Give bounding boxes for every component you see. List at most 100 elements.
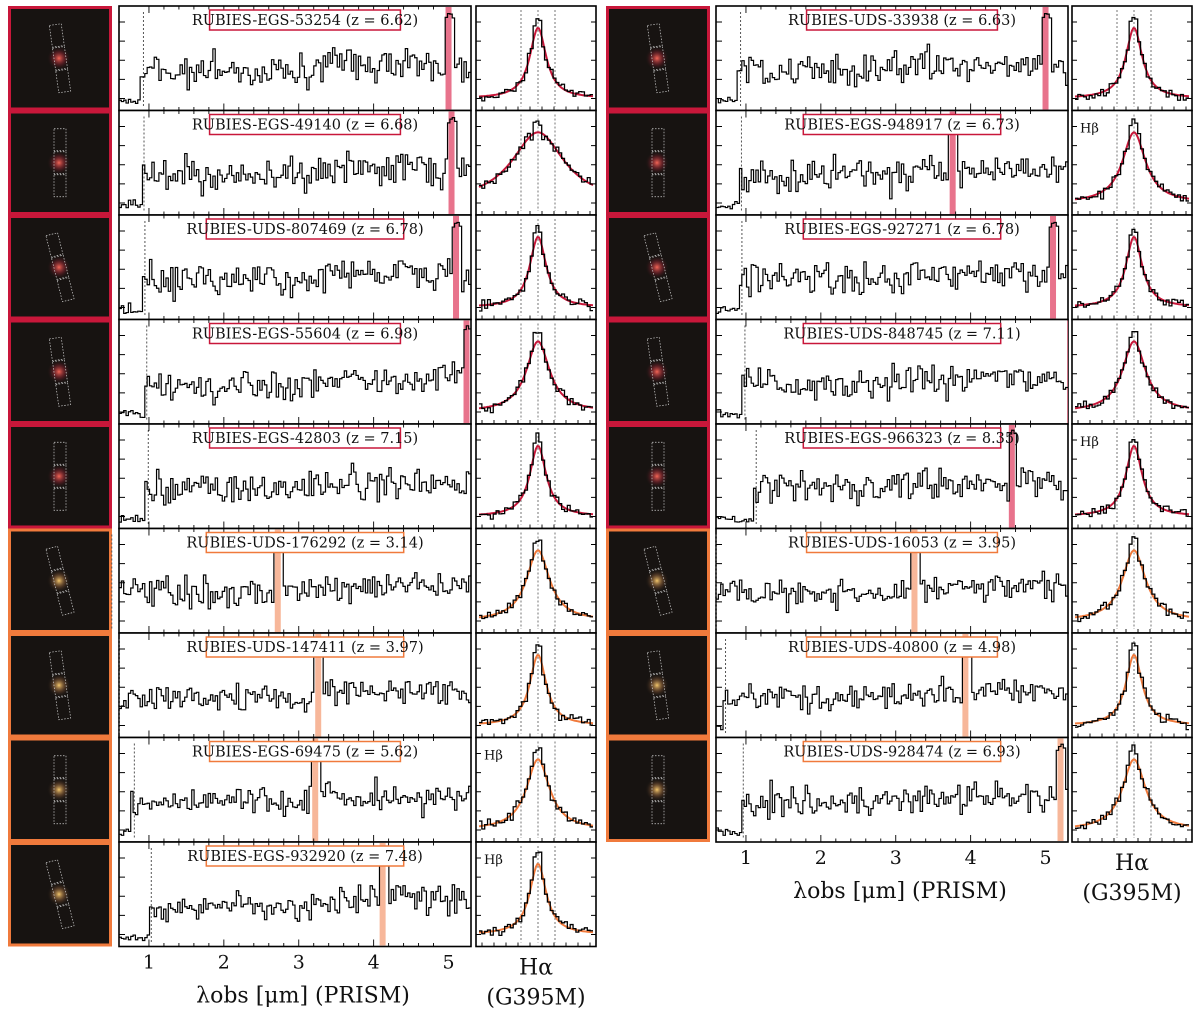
line-model-fit <box>1074 758 1190 828</box>
halpha-zoom-panel: Hβ <box>475 736 597 843</box>
cutout-thumbnail <box>606 424 710 529</box>
emission-line-marker <box>379 843 386 946</box>
prism-spectrum-line <box>119 13 471 104</box>
panel-row: RUBIES-UDS-176292 (z = 3.14) <box>8 527 597 634</box>
cutout-thumbnail <box>606 215 710 320</box>
line-model-fit <box>1074 131 1190 201</box>
object-label-box <box>802 427 1002 449</box>
panel-row: RUBIES-EGS-53254 (z = 6.62) <box>8 5 597 112</box>
emission-line-marker <box>463 320 470 423</box>
line-model-fit <box>1074 340 1190 410</box>
emission-line-marker <box>1067 320 1068 423</box>
prism-spectrum-line <box>119 462 471 523</box>
emission-line-marker <box>1008 425 1015 528</box>
hbeta-note: Hβ <box>1080 435 1099 450</box>
panel-row: RUBIES-EGS-948917 (z = 6.73) Hβ <box>606 109 1193 216</box>
line-model-fit <box>478 758 594 828</box>
halpha-spectrum-line <box>479 331 593 414</box>
halpha-zoom-panel <box>475 214 597 321</box>
hbeta-note: Hβ <box>484 853 503 868</box>
cutout-thumbnail <box>8 633 112 738</box>
x-tick-label: 1 <box>740 847 752 869</box>
object-label: RUBIES-UDS-40800 (z = 4.98) <box>788 640 1016 656</box>
halpha-zoom-panel: Hβ <box>475 841 597 948</box>
halpha-zoom-panel <box>475 5 597 112</box>
emission-line-marker <box>1057 738 1064 841</box>
object-label-box <box>205 531 405 554</box>
object-label-box <box>805 636 999 658</box>
halpha-zoom-panel <box>475 527 597 634</box>
halpha-spectrum-line <box>479 224 593 312</box>
panel-row: RUBIES-UDS-848745 (z = 7.11) <box>606 318 1193 425</box>
cutout-thumbnail <box>606 528 710 633</box>
halpha-zoom-panel <box>1071 527 1193 634</box>
line-model-fit <box>1074 444 1190 516</box>
panel-row: RUBIES-UDS-40800 (z = 4.98) <box>606 632 1193 739</box>
object-label: RUBIES-EGS-49140 (z = 6.68) <box>192 118 418 134</box>
prism-spectrum-panel: RUBIES-UDS-33938 (z = 6.63) <box>715 5 1069 112</box>
halpha-spectrum-line <box>479 432 593 520</box>
zoom-axis-label-line2: (G395M) <box>1082 881 1181 906</box>
prism-spectrum-line <box>119 638 471 713</box>
cutout-thumbnail <box>8 737 112 842</box>
object-label-box <box>208 113 402 136</box>
halpha-spectrum-line <box>479 539 593 620</box>
cutout-thumbnail <box>606 737 710 842</box>
hbeta-note: Hβ <box>1080 122 1099 137</box>
line-model-fit <box>478 26 594 98</box>
panel-row: RUBIES-UDS-928474 (z = 6.93) <box>606 736 1193 843</box>
object-label: RUBIES-EGS-948917 (z = 6.73) <box>784 118 1020 134</box>
line-model-fit <box>478 549 594 619</box>
panel-row: RUBIES-EGS-42803 (z = 7.15) <box>8 423 597 530</box>
prism-spectrum-panel: RUBIES-EGS-49140 (z = 6.68) <box>118 109 472 216</box>
panel-row: RUBIES-EGS-49140 (z = 6.68) <box>8 109 597 216</box>
object-label-box <box>805 9 999 31</box>
prism-spectrum-panel: RUBIES-EGS-42803 (z = 7.15) <box>118 423 472 530</box>
zoom-axis-label-line2: (G395M) <box>486 986 585 1011</box>
panel-row: RUBIES-EGS-966323 (z = 8.35) Hβ <box>606 423 1193 530</box>
object-label: RUBIES-UDS-33938 (z = 6.63) <box>788 13 1016 29</box>
cutout-thumbnail <box>606 319 710 424</box>
panel-row: RUBIES-EGS-55604 (z = 6.98) <box>8 318 597 425</box>
object-label: RUBIES-UDS-176292 (z = 3.14) <box>186 536 423 552</box>
cutout-thumbnail <box>8 424 112 529</box>
halpha-spectrum-line <box>479 18 593 102</box>
prism-spectrum-line <box>716 362 1068 419</box>
prism-spectrum-panel: RUBIES-UDS-16053 (z = 3.95) <box>715 527 1069 634</box>
line-model-fit <box>1074 26 1190 98</box>
object-label: RUBIES-UDS-848745 (z = 7.11) <box>783 327 1020 343</box>
emission-line-marker <box>949 111 956 214</box>
prism-spectrum-line <box>119 221 471 314</box>
halpha-zoom-panel <box>1071 318 1193 425</box>
prism-spectrum-line <box>716 221 1068 315</box>
emission-line-marker <box>962 634 969 737</box>
prism-spectrum-line <box>716 639 1068 731</box>
prism-axis-label: λobs [μm] (PRISM) <box>793 879 1007 904</box>
emission-line-marker <box>911 529 918 632</box>
line-model-fit <box>478 653 594 725</box>
object-label: RUBIES-EGS-927271 (z = 6.78) <box>784 222 1020 238</box>
object-label-box <box>208 427 402 449</box>
object-label: RUBIES-EGS-55604 (z = 6.98) <box>192 327 418 343</box>
object-label-box <box>208 9 402 31</box>
halpha-spectrum-line <box>1075 439 1189 518</box>
prism-spectrum-panel: RUBIES-UDS-40800 (z = 4.98) <box>715 632 1069 739</box>
object-label-box <box>205 636 405 658</box>
line-model-fit <box>1074 549 1190 619</box>
cutout-thumbnail <box>8 528 112 633</box>
object-label-box <box>205 218 405 240</box>
object-label-box <box>802 113 1002 136</box>
prism-spectrum-panel: RUBIES-UDS-147411 (z = 3.97) <box>118 632 472 739</box>
halpha-spectrum-line <box>1075 536 1189 623</box>
halpha-spectrum-line <box>1075 330 1189 410</box>
cutout-thumbnail <box>606 6 710 111</box>
prism-spectrum-panel: RUBIES-EGS-69475 (z = 5.62) <box>118 736 472 843</box>
prism-spectrum-panel: RUBIES-EGS-927271 (z = 6.78) <box>715 214 1069 321</box>
halpha-zoom-panel <box>1071 214 1193 321</box>
object-label-box <box>208 322 402 345</box>
halpha-zoom-panel: Hβ <box>1071 109 1193 216</box>
prism-spectrum-line <box>716 116 1068 210</box>
object-label-box <box>208 740 402 763</box>
panel-row: RUBIES-EGS-927271 (z = 6.78) <box>606 214 1193 321</box>
